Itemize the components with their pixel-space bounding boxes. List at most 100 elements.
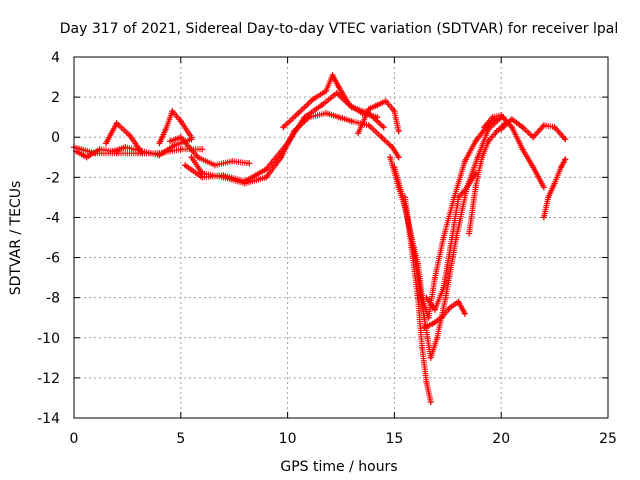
y-tick-labels: 4 2 0 -2 -4 -6 -8 -10 -12 -14 <box>37 50 60 427</box>
y-tick-label: -10 <box>37 331 60 347</box>
data-point <box>434 334 441 341</box>
y-tick-label: 2 <box>51 90 60 106</box>
data-point <box>485 138 492 145</box>
y-tick-label: -4 <box>46 210 60 226</box>
data-point <box>540 184 547 191</box>
data-point <box>348 118 355 125</box>
data-point <box>246 160 253 167</box>
data-point <box>498 126 505 133</box>
data-point <box>489 114 496 121</box>
y-tick-label: 0 <box>51 130 60 146</box>
data-point <box>530 164 537 171</box>
y-tick-label: -12 <box>37 371 60 387</box>
data-point <box>519 124 526 131</box>
data-point <box>188 154 195 161</box>
data-point <box>169 108 176 115</box>
data-point <box>466 230 473 237</box>
data-point <box>126 132 133 139</box>
plot-area <box>74 57 608 418</box>
data-point <box>421 324 428 331</box>
series-arc-18 <box>540 156 569 221</box>
data-point <box>301 114 308 121</box>
data-point <box>103 140 109 147</box>
data-point <box>432 306 438 313</box>
data-point <box>540 122 547 129</box>
axis-ticks <box>73 56 609 419</box>
data-point <box>429 320 436 327</box>
data-point <box>374 102 381 109</box>
data-point <box>177 146 184 153</box>
data-point <box>310 96 317 103</box>
data-point <box>423 294 430 301</box>
x-tick-labels: 0 5 10 15 20 25 <box>70 431 617 447</box>
data-point <box>464 184 470 191</box>
data-point <box>365 122 372 129</box>
data-point <box>263 174 270 181</box>
plot-frame <box>73 56 609 419</box>
data-point <box>365 106 372 113</box>
data-point <box>472 184 479 191</box>
data-point <box>551 180 558 187</box>
data-point <box>562 156 569 163</box>
data-point <box>395 128 402 135</box>
data-point <box>374 114 381 121</box>
series-arc-12 <box>402 194 434 405</box>
data-point <box>498 112 505 119</box>
data-point <box>545 194 552 201</box>
data-point <box>395 154 402 161</box>
data-point <box>427 399 434 405</box>
y-tick-label: -2 <box>46 170 60 186</box>
data-point <box>162 126 169 133</box>
data-point <box>83 154 90 161</box>
x-tick-label: 20 <box>492 431 510 447</box>
data-point <box>455 298 462 305</box>
data-point <box>427 354 434 361</box>
data-point <box>519 146 526 153</box>
data-point <box>263 166 270 173</box>
data-point <box>402 194 409 201</box>
series-arc-9 <box>355 98 402 137</box>
data-point <box>329 72 336 78</box>
data-point <box>280 124 287 131</box>
data-point <box>177 134 184 141</box>
data-point <box>419 344 426 351</box>
series-arc-13 <box>421 298 468 331</box>
data-point <box>96 146 103 153</box>
data-point <box>177 118 184 125</box>
data-point <box>323 88 329 95</box>
data-point <box>156 140 163 147</box>
data-point <box>423 378 430 385</box>
data-point <box>380 124 387 131</box>
data-point <box>109 148 116 155</box>
data-point <box>530 134 537 141</box>
data-point <box>391 164 398 171</box>
data-point <box>241 178 248 185</box>
data-point <box>508 124 515 131</box>
data-point <box>167 138 174 145</box>
data-point <box>182 162 189 169</box>
data-point <box>540 214 547 221</box>
data-point <box>440 234 447 241</box>
data-point <box>461 158 468 165</box>
data-point <box>485 126 492 133</box>
y-axis-label: SDTVAR / TECUs <box>8 181 24 296</box>
data-point <box>551 124 558 131</box>
data-point <box>562 136 569 143</box>
data-point <box>122 144 129 151</box>
data-point <box>408 244 415 251</box>
data-point <box>212 162 218 169</box>
data-point <box>220 172 227 179</box>
data-point <box>449 234 456 241</box>
data-point <box>387 154 394 161</box>
data-point <box>295 110 302 117</box>
y-tick-label: -8 <box>46 291 60 307</box>
data-point <box>391 108 398 115</box>
data-point <box>346 102 353 109</box>
data-point <box>113 120 120 127</box>
data-point <box>472 170 479 177</box>
data-point <box>455 194 462 201</box>
data-point <box>442 294 449 301</box>
data-point <box>199 174 206 181</box>
x-tick-label: 25 <box>599 431 617 447</box>
